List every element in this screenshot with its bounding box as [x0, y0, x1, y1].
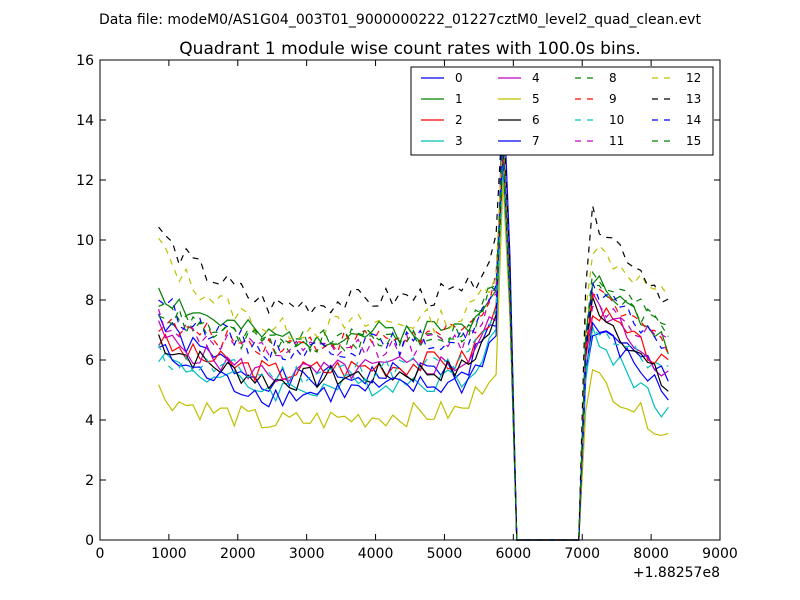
series-line-15	[158, 143, 669, 541]
series-layer	[158, 80, 669, 541]
chart-title: Quadrant 1 module wise count rates with …	[179, 39, 640, 59]
legend-label: 14	[686, 113, 701, 127]
x-tick-label: 6000	[496, 546, 532, 562]
series-line-13	[158, 104, 669, 541]
y-tick-label: 10	[76, 233, 94, 249]
y-tick-label: 12	[76, 173, 94, 189]
x-tick-label: 9000	[702, 546, 738, 562]
legend-box	[410, 66, 714, 156]
legend-label: 9	[609, 92, 617, 106]
y-tick-label: 0	[85, 533, 94, 549]
x-tick-label: 5000	[427, 546, 463, 562]
legend-label: 0	[455, 71, 463, 85]
legend-label: 4	[532, 71, 540, 85]
plot-area: 0 1000 2000 3000 4000 5000 6000 7000 8000 9000 0 2 4…	[76, 53, 738, 562]
y-tick-label: 14	[76, 113, 94, 129]
series-line-8	[158, 134, 669, 541]
series-line-4	[158, 125, 669, 541]
y-tick-label: 8	[85, 293, 94, 309]
series-line-9	[158, 149, 669, 541]
legend-label: 15	[686, 134, 701, 148]
x-tick-label: 2000	[220, 546, 256, 562]
series-line-5	[158, 179, 669, 541]
x-tick-label: 0	[96, 546, 105, 562]
legend-label: 2	[455, 113, 463, 127]
x-tick-label: 4000	[358, 546, 394, 562]
y-tick-label: 2	[85, 473, 94, 489]
x-tick-label: 1000	[151, 546, 187, 562]
y-tick-label: 16	[76, 53, 94, 69]
series-line-7	[158, 80, 669, 541]
series-line-0	[158, 149, 669, 541]
y-tick-label: 4	[85, 413, 94, 429]
legend-label: 1	[455, 92, 463, 106]
x-tick-label: 3000	[289, 546, 325, 562]
x-tick-label: 8000	[633, 546, 669, 562]
legend-label: 3	[455, 134, 463, 148]
series-line-14	[158, 149, 669, 541]
x-tick-label: 7000	[564, 546, 600, 562]
legend-label: 13	[686, 92, 701, 106]
legend-label: 11	[609, 134, 624, 148]
legend-label: 6	[532, 113, 540, 127]
y-tick-label: 6	[85, 353, 94, 369]
legend-label: 5	[532, 92, 540, 106]
legend-label: 7	[532, 134, 540, 148]
figure-suptitle: Data file: modeM0/AS1G04_003T01_90000002…	[99, 12, 701, 28]
ticks-layer: 0 1000 2000 3000 4000 5000 6000 7000 8000 9000 0 2 4…	[76, 53, 738, 562]
legend-label: 8	[609, 71, 617, 85]
legend-label: 10	[609, 113, 624, 127]
legend-label: 12	[686, 71, 701, 85]
x-offset-label: +1.88257e8	[633, 565, 720, 581]
series-line-10	[158, 164, 669, 541]
